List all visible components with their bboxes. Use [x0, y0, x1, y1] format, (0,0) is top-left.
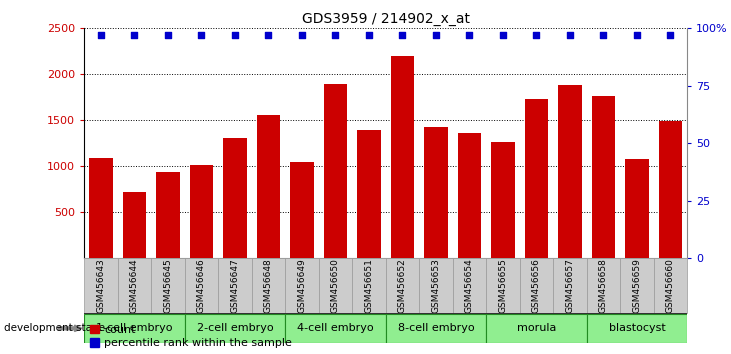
Point — [597, 32, 609, 38]
Point — [229, 32, 240, 38]
Text: 2-cell embryo: 2-cell embryo — [197, 323, 273, 333]
Point — [363, 32, 375, 38]
Bar — [659, 121, 682, 258]
Text: GSM456658: GSM456658 — [599, 258, 608, 313]
Point — [296, 32, 308, 38]
Text: GSM456660: GSM456660 — [666, 258, 675, 313]
FancyBboxPatch shape — [419, 258, 452, 313]
Bar — [89, 158, 113, 258]
Bar — [223, 138, 246, 258]
Bar — [123, 192, 146, 258]
FancyBboxPatch shape — [285, 314, 386, 343]
Point — [162, 32, 174, 38]
Point — [564, 32, 576, 38]
Text: GSM456644: GSM456644 — [130, 258, 139, 313]
FancyBboxPatch shape — [285, 258, 319, 313]
Bar — [290, 162, 314, 258]
FancyBboxPatch shape — [486, 258, 520, 313]
FancyBboxPatch shape — [218, 258, 251, 313]
Text: GSM456654: GSM456654 — [465, 258, 474, 313]
Point — [430, 32, 442, 38]
FancyBboxPatch shape — [118, 258, 151, 313]
Text: GSM456647: GSM456647 — [230, 258, 239, 313]
Point — [463, 32, 475, 38]
Text: GSM456657: GSM456657 — [565, 258, 575, 313]
Point — [262, 32, 274, 38]
Bar — [558, 85, 582, 258]
Point — [129, 32, 140, 38]
Point — [95, 32, 107, 38]
Bar — [424, 127, 447, 258]
Text: blastocyst: blastocyst — [608, 323, 665, 333]
Text: GSM456643: GSM456643 — [96, 258, 105, 313]
Text: GSM456646: GSM456646 — [197, 258, 206, 313]
FancyBboxPatch shape — [319, 258, 352, 313]
Text: GSM456652: GSM456652 — [398, 258, 407, 313]
FancyBboxPatch shape — [386, 258, 419, 313]
Bar — [591, 96, 615, 258]
Text: morula: morula — [517, 323, 556, 333]
Bar — [625, 159, 648, 258]
Text: GSM456648: GSM456648 — [264, 258, 273, 313]
FancyBboxPatch shape — [520, 258, 553, 313]
Point — [396, 32, 408, 38]
FancyBboxPatch shape — [620, 258, 654, 313]
Point — [330, 32, 341, 38]
FancyBboxPatch shape — [151, 258, 184, 313]
Bar — [324, 84, 347, 258]
Text: GSM456651: GSM456651 — [364, 258, 374, 313]
Text: GSM456653: GSM456653 — [431, 258, 440, 313]
FancyBboxPatch shape — [184, 314, 285, 343]
Text: GSM456649: GSM456649 — [298, 258, 306, 313]
Text: development stage: development stage — [4, 323, 105, 333]
Bar — [525, 99, 548, 258]
Text: GSM456659: GSM456659 — [632, 258, 641, 313]
Bar — [189, 165, 213, 258]
FancyBboxPatch shape — [452, 258, 486, 313]
FancyBboxPatch shape — [184, 258, 218, 313]
Title: GDS3959 / 214902_x_at: GDS3959 / 214902_x_at — [302, 12, 469, 26]
Bar — [156, 172, 180, 258]
Point — [631, 32, 643, 38]
Point — [497, 32, 509, 38]
Bar — [390, 56, 414, 258]
FancyBboxPatch shape — [654, 258, 687, 313]
Point — [195, 32, 207, 38]
Text: GSM456655: GSM456655 — [499, 258, 507, 313]
Text: 8-cell embryo: 8-cell embryo — [398, 323, 474, 333]
FancyBboxPatch shape — [84, 314, 184, 343]
Text: GSM456656: GSM456656 — [532, 258, 541, 313]
Bar — [257, 115, 280, 258]
Legend: count, percentile rank within the sample: count, percentile rank within the sample — [90, 325, 292, 348]
FancyBboxPatch shape — [553, 258, 587, 313]
Text: GSM456645: GSM456645 — [163, 258, 173, 313]
FancyBboxPatch shape — [587, 258, 620, 313]
FancyBboxPatch shape — [486, 314, 587, 343]
Text: 4-cell embryo: 4-cell embryo — [297, 323, 374, 333]
FancyBboxPatch shape — [251, 258, 285, 313]
Text: GSM456650: GSM456650 — [331, 258, 340, 313]
FancyBboxPatch shape — [352, 258, 386, 313]
Text: 1-cell embryo: 1-cell embryo — [96, 323, 173, 333]
FancyBboxPatch shape — [386, 314, 486, 343]
Bar — [491, 142, 515, 258]
FancyBboxPatch shape — [587, 314, 687, 343]
FancyBboxPatch shape — [84, 258, 118, 313]
Point — [664, 32, 676, 38]
Point — [531, 32, 542, 38]
Bar — [357, 130, 381, 258]
Bar — [458, 133, 481, 258]
